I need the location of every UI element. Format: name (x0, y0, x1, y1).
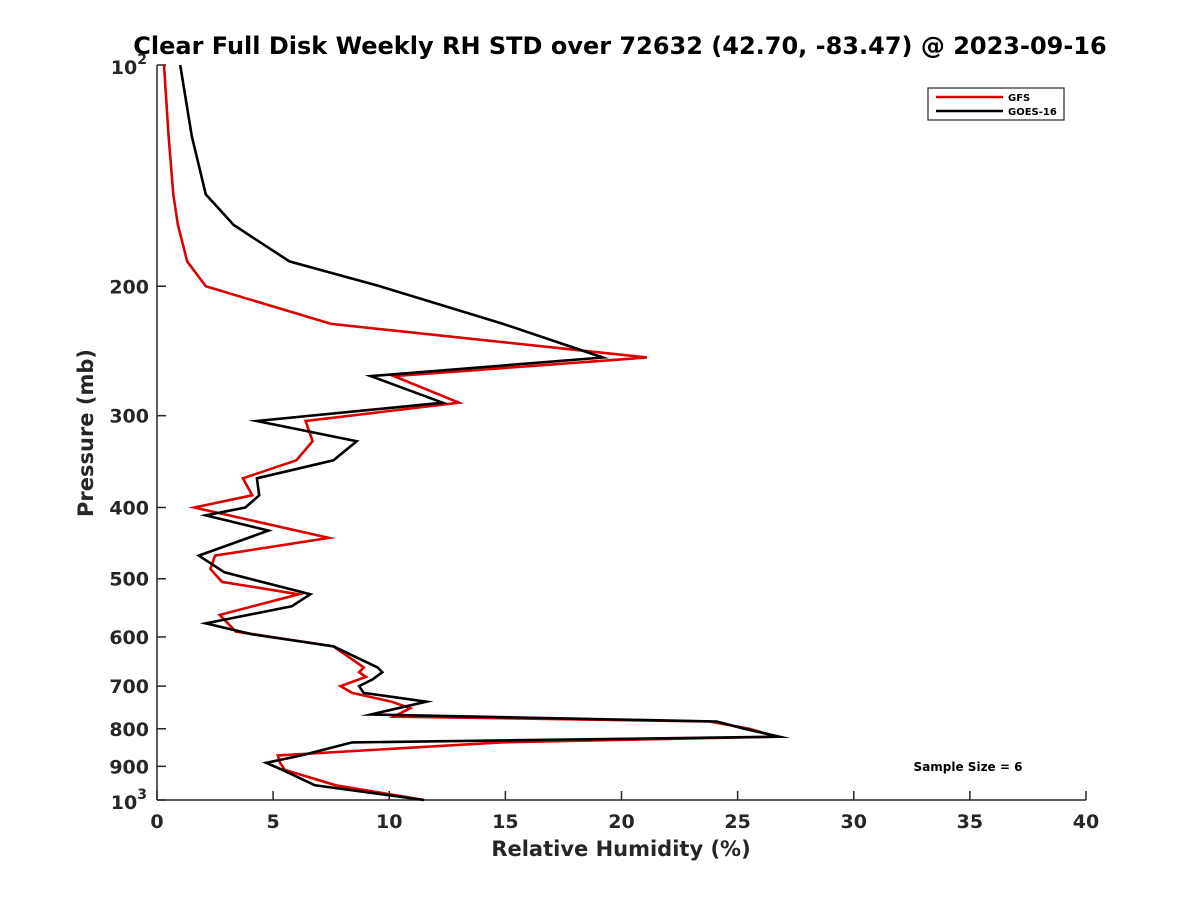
y-tick-label: 600 (109, 627, 149, 649)
x-tick-label: 40 (1073, 811, 1099, 833)
x-ticks: 0 5 10 15 20 25 30 35 40 (150, 791, 1099, 833)
x-tick-label: 20 (608, 811, 634, 833)
y-tick-label: 103 (111, 787, 147, 814)
plot-axes (156, 65, 1086, 801)
x-tick-label: 15 (492, 811, 518, 833)
x-tick-label: 5 (267, 811, 280, 833)
y-axis-label: Pressure (mb) (74, 349, 98, 517)
y-tick-label: 102 (111, 52, 147, 79)
y-tick-base: 10 (111, 792, 137, 814)
series-layer (162, 64, 791, 802)
y-tick-base: 10 (111, 57, 137, 79)
y-tick-exponent: 2 (137, 52, 147, 68)
y-tick-label: 200 (109, 276, 149, 298)
y-tick-label: 300 (109, 406, 149, 428)
legend-label-goes: GOES-16 (1008, 107, 1057, 118)
legend-label-gfs: GFS (1008, 93, 1030, 104)
y-tick-label: 700 (109, 676, 149, 698)
x-tick-label: 30 (841, 811, 867, 833)
x-tick-label: 0 (150, 811, 163, 833)
x-tick-label: 35 (957, 811, 983, 833)
x-tick-label: 25 (724, 811, 750, 833)
y-tick-label: 400 (109, 498, 149, 520)
y-tick-label: 500 (109, 569, 149, 591)
y-tick-exponent: 3 (137, 787, 147, 803)
x-tick-label: 10 (376, 811, 402, 833)
legend-box (927, 87, 1065, 121)
legend: GFS GOES-16 (927, 87, 1065, 121)
chart-title: Clear Full Disk Weekly RH STD over 72632… (133, 32, 1106, 60)
x-axis-label: Relative Humidity (%) (491, 837, 750, 861)
series-line-gfs (162, 64, 786, 802)
y-tick-label: 800 (109, 719, 149, 741)
series-line-goes-16 (178, 64, 791, 802)
y-tick-label: 900 (109, 756, 149, 778)
sample-size-annotation: Sample Size = 6 (914, 760, 1023, 774)
